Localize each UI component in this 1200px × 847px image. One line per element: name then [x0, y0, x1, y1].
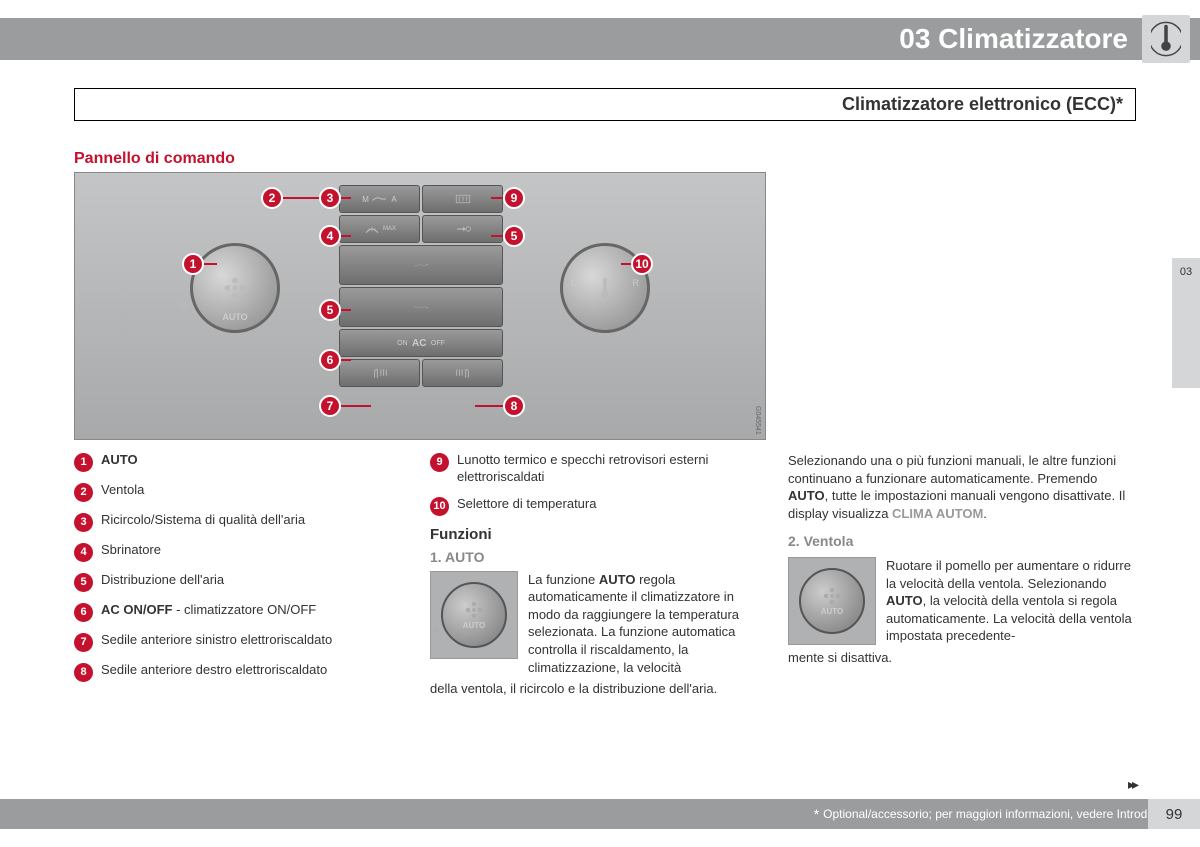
- func1-title: 1. AUTO: [430, 549, 760, 565]
- footer-bar: *Optional/accessorio; per maggiori infor…: [0, 799, 1200, 829]
- legend-badge: 1: [74, 453, 93, 472]
- control-panel-diagram: AUTO 0 L R M A MAX ON AC OFF: [74, 172, 766, 440]
- legend-badge: 3: [74, 513, 93, 532]
- legend-badge: 2: [74, 483, 93, 502]
- legend-badge: 9: [430, 453, 449, 472]
- legend-item-4: 4 Sbrinatore: [74, 542, 424, 562]
- legend-item-9: 9 Lunotto termico e specchi retrovisori e…: [430, 452, 760, 486]
- chapter-header: 03 Climatizzatore: [0, 18, 1200, 60]
- legend-badge: 4: [74, 543, 93, 562]
- func2-text-cont: mente si disattiva.: [788, 649, 1136, 667]
- seat-heat-right: [422, 359, 503, 387]
- defrost-max-button: MAX: [339, 215, 420, 243]
- callout-5: 5: [503, 225, 525, 247]
- legend-text: Sedile anteriore sinistro elettroriscald…: [101, 632, 332, 649]
- callout-2: 2: [261, 187, 283, 209]
- legend-item-5: 5 Distribuzione dell'aria: [74, 572, 424, 592]
- legend-text: Distribuzione dell'aria: [101, 572, 224, 589]
- legend-text: Ventola: [101, 482, 144, 499]
- legend-text: Sbrinatore: [101, 542, 161, 559]
- fan-auto-knob: AUTO 0: [190, 243, 280, 333]
- rear-defrost-button: [422, 185, 503, 213]
- legend-item-3: 3 Ricircolo/Sistema di qualità dell'aria: [74, 512, 424, 532]
- func2-title: 2. Ventola: [788, 532, 1136, 551]
- page-number: 99: [1148, 799, 1200, 829]
- legend-text: AC ON/OFF - climatizzatore ON/OFF: [101, 602, 316, 619]
- legend-text: Selettore di temperatura: [457, 496, 596, 513]
- recirc-button: M A: [339, 185, 420, 213]
- ac-onoff-button: ON AC OFF: [339, 329, 503, 357]
- legend-text: Lunotto termico e specchi retrovisori es…: [457, 452, 760, 486]
- callout-4: 4: [319, 225, 341, 247]
- callout-9: 9: [503, 187, 525, 209]
- legend-item-10: 10 Selettore di temperatura: [430, 496, 760, 516]
- legend-badge: 7: [74, 633, 93, 652]
- func2-text: Ruotare il pomello per aumentare o ridur…: [886, 557, 1136, 645]
- continuation-indicator: ▸▸: [1128, 776, 1136, 793]
- callout-10: 10: [631, 253, 653, 275]
- image-code: G045541: [754, 406, 761, 435]
- callout-1: 1: [182, 253, 204, 275]
- func1-text-cont: della ventola, il ricircolo e la distrib…: [430, 680, 760, 698]
- func2-thumb: AUTO 0: [788, 557, 876, 645]
- legend-item-1: 1 AUTO: [74, 452, 424, 472]
- callout-8: 8: [503, 395, 525, 417]
- air-dist-lower: [339, 287, 503, 327]
- func1-thumb: AUTO 0: [430, 571, 518, 659]
- column-3: Selezionando una o più funzioni manuali,…: [788, 452, 1136, 667]
- panel-heading: Pannello di comando: [74, 150, 235, 168]
- callout-7: 7: [319, 395, 341, 417]
- callout-3: 3: [319, 187, 341, 209]
- callout-6: 6: [319, 349, 341, 371]
- legend-item-7: 7 Sedile anteriore sinistro elettroriscal…: [74, 632, 424, 652]
- legend-badge: 10: [430, 497, 449, 516]
- thermometer-icon: [1142, 15, 1190, 63]
- functions-heading: Funzioni: [430, 526, 760, 543]
- legend-text: Ricircolo/Sistema di qualità dell'aria: [101, 512, 305, 529]
- footer-note: Optional/accessorio; per maggiori inform…: [823, 807, 1186, 821]
- side-chapter-tab: 03: [1172, 258, 1200, 388]
- legend-item-2: 2 Ventola: [74, 482, 424, 502]
- legend-item-6: 6 AC ON/OFF - climatizzatore ON/OFF: [74, 602, 424, 622]
- seat-heat-left: [339, 359, 420, 387]
- legend-badge: 6: [74, 603, 93, 622]
- callout-5: 5: [319, 299, 341, 321]
- col3-intro: Selezionando una o più funzioni manuali,…: [788, 452, 1136, 522]
- func1-text: La funzione AUTO regola automaticamente …: [528, 571, 760, 676]
- recirc-arrow-button: [422, 215, 503, 243]
- legend-text: Sedile anteriore destro elettroriscaldat…: [101, 662, 327, 679]
- air-dist-upper: [339, 245, 503, 285]
- center-button-stack: M A MAX ON AC OFF: [339, 185, 503, 387]
- legend-text: AUTO: [101, 452, 138, 469]
- legend-col1: 1 AUTO 2 Ventola 3 Ricircolo/Sistema di quali…: [74, 452, 424, 692]
- legend-col2: 9 Lunotto termico e specchi retrovisori e…: [430, 452, 760, 698]
- chapter-title: 03 Climatizzatore: [899, 23, 1128, 55]
- legend-badge: 5: [74, 573, 93, 592]
- section-subtitle: Climatizzatore elettronico (ECC)*: [74, 88, 1136, 121]
- legend-badge: 8: [74, 663, 93, 682]
- legend-item-8: 8 Sedile anteriore destro elettroriscalda…: [74, 662, 424, 682]
